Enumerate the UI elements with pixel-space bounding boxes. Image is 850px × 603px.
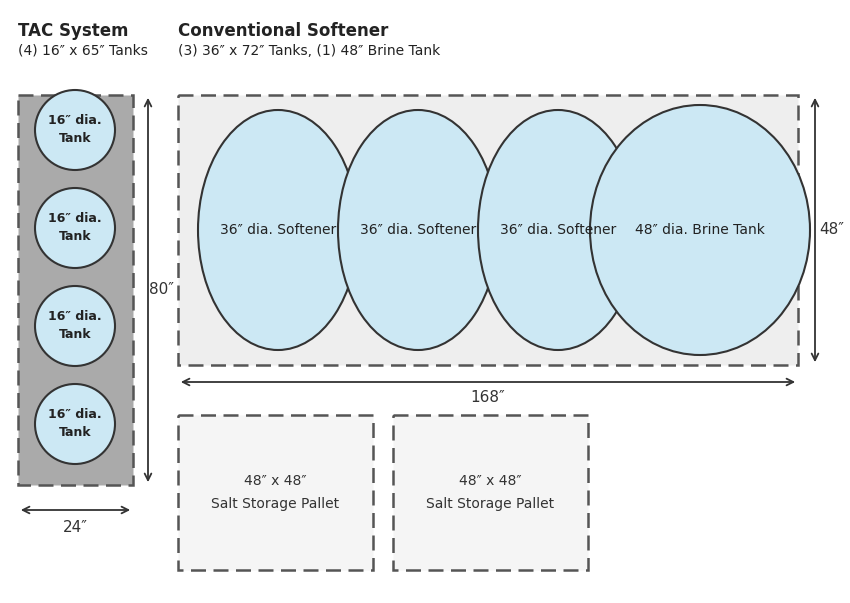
Ellipse shape: [35, 384, 115, 464]
Text: 48″ dia. Brine Tank: 48″ dia. Brine Tank: [635, 223, 765, 237]
Text: 48″: 48″: [819, 223, 845, 238]
Text: 36″ dia. Softener: 36″ dia. Softener: [500, 223, 616, 237]
Text: (4) 16″ x 65″ Tanks: (4) 16″ x 65″ Tanks: [18, 44, 148, 58]
Ellipse shape: [35, 188, 115, 268]
Text: 16″ dia.
Tank: 16″ dia. Tank: [48, 212, 102, 244]
Ellipse shape: [198, 110, 358, 350]
Text: 168″: 168″: [471, 391, 506, 405]
Text: 16″ dia.
Tank: 16″ dia. Tank: [48, 408, 102, 440]
Bar: [18, 95, 133, 485]
Ellipse shape: [35, 286, 115, 366]
Text: 36″ dia. Softener: 36″ dia. Softener: [220, 223, 336, 237]
Bar: [178, 415, 373, 570]
Ellipse shape: [478, 110, 638, 350]
Text: Conventional Softener: Conventional Softener: [178, 22, 388, 40]
Text: (3) 36″ x 72″ Tanks, (1) 48″ Brine Tank: (3) 36″ x 72″ Tanks, (1) 48″ Brine Tank: [178, 44, 440, 58]
Ellipse shape: [590, 105, 810, 355]
Text: TAC System: TAC System: [18, 22, 128, 40]
Text: 36″ dia. Softener: 36″ dia. Softener: [360, 223, 476, 237]
Text: 24″: 24″: [63, 520, 88, 534]
Text: 16″ dia.
Tank: 16″ dia. Tank: [48, 311, 102, 341]
Text: 80″: 80″: [150, 282, 174, 297]
Ellipse shape: [35, 90, 115, 170]
Ellipse shape: [338, 110, 498, 350]
Bar: [178, 95, 798, 365]
Bar: [393, 415, 588, 570]
Text: 16″ dia.
Tank: 16″ dia. Tank: [48, 115, 102, 145]
Text: 48″ x 48″
Salt Storage Pallet: 48″ x 48″ Salt Storage Pallet: [212, 474, 339, 511]
Text: 48″ x 48″
Salt Storage Pallet: 48″ x 48″ Salt Storage Pallet: [427, 474, 554, 511]
